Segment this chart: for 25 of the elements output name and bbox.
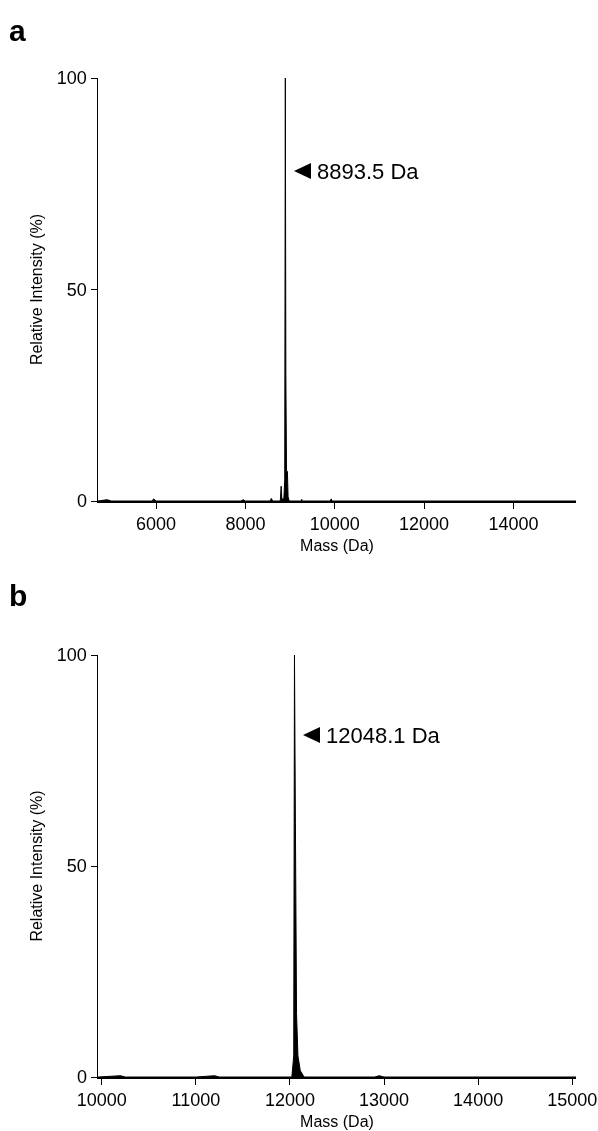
- y-tick-label: 50: [66, 856, 87, 877]
- chart-title: b: [8, 578, 28, 612]
- y-tick-label: 50: [66, 279, 87, 300]
- x-tick-label: 10000: [309, 514, 360, 535]
- x-axis-title: Mass (Da): [300, 1112, 374, 1130]
- chart-title: a: [8, 13, 26, 47]
- y-tick-label: 100: [56, 68, 87, 89]
- y-axis-title: Relative Intensity (%): [28, 213, 45, 366]
- x-tick-label: 12000: [399, 514, 450, 535]
- x-tick-label: 12000: [264, 1090, 315, 1111]
- y-tick-label: 0: [76, 491, 87, 512]
- x-tick-label: 6000: [136, 514, 177, 535]
- y-tick-label: 100: [56, 645, 87, 666]
- x-tick-label: 10000: [76, 1090, 127, 1111]
- x-tick-label: 14000: [488, 514, 539, 535]
- x-tick-label: 11000: [171, 1090, 221, 1111]
- annotation: 12048.1 Da: [326, 723, 441, 748]
- x-tick-label: 8000: [225, 514, 266, 535]
- x-tick-label: 14000: [453, 1090, 504, 1111]
- y-axis-title: Relative Intensity (%): [28, 790, 45, 942]
- annotation: 8893.5 Da: [317, 159, 420, 184]
- x-axis-title: Mass (Da): [300, 536, 374, 554]
- x-tick-label: 13000: [359, 1090, 410, 1111]
- y-tick-label: 0: [76, 1067, 87, 1088]
- x-tick-label: 15000: [547, 1090, 598, 1111]
